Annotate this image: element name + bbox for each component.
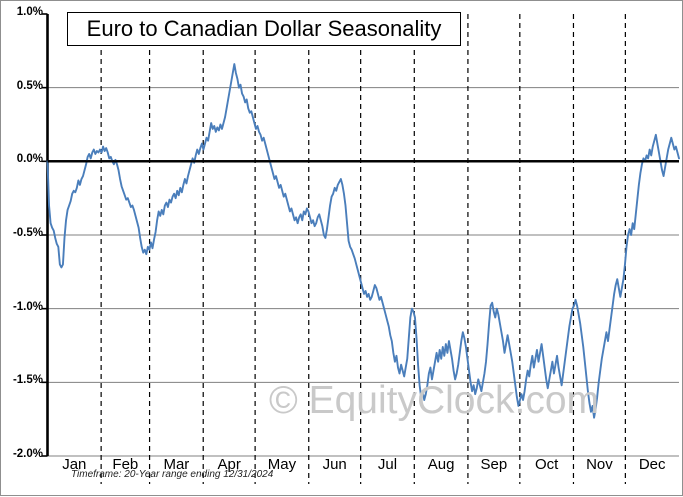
x-axis-label: Jul [377, 456, 398, 473]
y-axis-label: -0.5% [12, 227, 43, 239]
x-axis-label: Mar [163, 456, 190, 473]
x-axis-label: May [267, 456, 297, 473]
x-axis-label: Aug [427, 456, 455, 473]
x-axis-label: Dec [638, 456, 666, 473]
x-axis-label: Sep [480, 456, 508, 473]
x-axis-label: Apr [217, 456, 241, 473]
x-axis-label: Jun [322, 456, 347, 473]
y-axis-label: -1.0% [12, 300, 43, 313]
timeframe-note: Timeframe: 20-Year range ending 12/31/20… [71, 469, 274, 480]
chart-title-box: Euro to Canadian Dollar Seasonality [67, 12, 461, 46]
x-axis-label: Oct [534, 456, 559, 473]
x-axis-label: Feb [112, 456, 139, 473]
x-axis-label: Jan [62, 456, 87, 473]
series-line [46, 63, 680, 419]
x-axis-label: Nov [586, 456, 613, 473]
page-title: Euro to Canadian Dollar Seasonality [86, 16, 442, 41]
y-axis-label: -1.5% [12, 374, 43, 387]
y-axis-label: 1.0% [16, 6, 43, 18]
y-axis-label: -2.0% [12, 448, 43, 460]
y-axis-label: 0.0% [16, 153, 43, 166]
y-axis-label: 0.5% [16, 79, 43, 92]
